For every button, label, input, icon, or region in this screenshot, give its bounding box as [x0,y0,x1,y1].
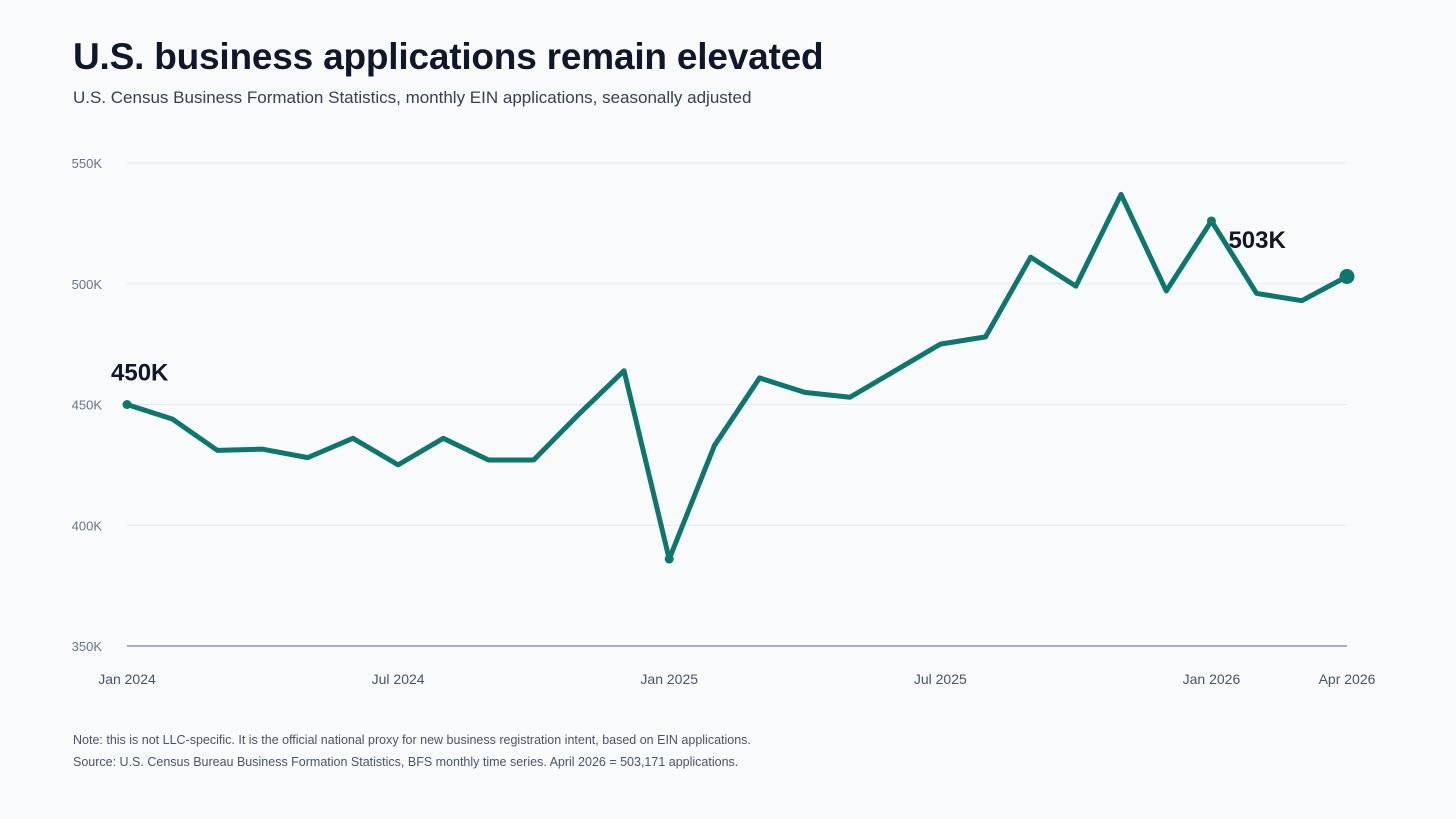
x-tick-label: Apr 2026 [1319,671,1376,687]
series-line [124,191,1350,562]
series-layer [124,191,1350,562]
grid-lines [127,162,1347,647]
data-point-marker [122,400,132,409]
marker-layer [122,216,1355,564]
data-label: 450K [111,360,169,387]
y-axis-ticks: 550K 500K 450K 400K 350K [72,156,103,654]
latest-point-marker [1339,269,1355,285]
x-tick-label: Jul 2025 [914,671,967,687]
x-tick-label: Jan 2026 [1183,671,1241,687]
y-tick-label: 350K [72,639,103,654]
y-tick-label: 550K [72,156,103,171]
chart-title: U.S. business applications remain elevat… [73,36,824,77]
y-tick-label: 500K [72,277,103,292]
x-tick-label: Jan 2024 [98,671,156,687]
y-tick-label: 400K [72,518,103,533]
footnote: Note: this is not LLC-specific. It is th… [73,733,751,747]
x-tick-label: Jan 2025 [640,671,698,687]
data-label: 503K [1228,227,1286,254]
x-tick-label: Jul 2024 [372,671,425,687]
x-axis-ticks: Jan 2024 Jul 2024 Jan 2025 Jul 2025 Jan 2026… [98,671,1375,687]
annotation-layer: 450K 503K [111,227,1286,387]
data-point-marker [1206,216,1216,226]
chart-subtitle: U.S. Census Business Formation Statistic… [73,88,752,107]
source-note: Source: U.S. Census Bureau Business Form… [73,755,739,769]
data-point-marker [664,554,674,564]
y-tick-label: 450K [72,398,103,413]
